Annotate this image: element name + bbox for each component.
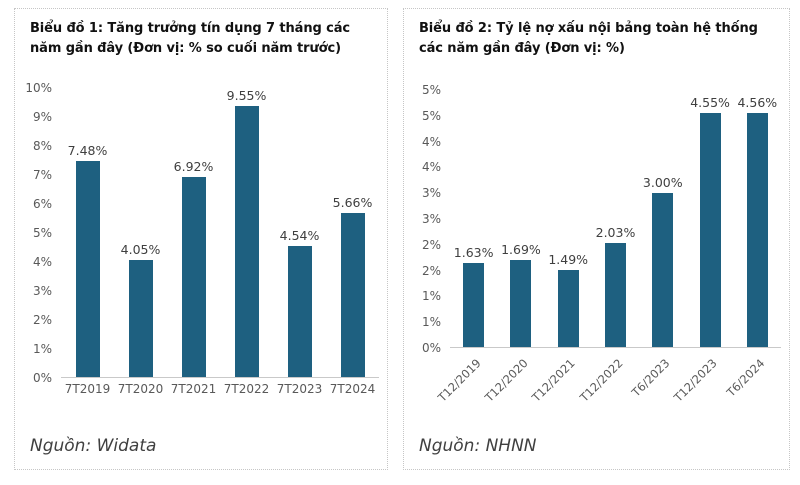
y-tick-label: 4%	[421, 134, 441, 149]
x-tick-label-7T2023: 7T2023	[276, 382, 323, 396]
chart-1-title: Biểu đồ 1: Tăng trưởng tín dụng 7 tháng …	[30, 21, 351, 56]
bar-7T2024	[340, 213, 365, 377]
x-tick-label-T12/2019: T12/2019	[434, 356, 484, 405]
y-tick-label: 1%	[421, 289, 441, 304]
bar-value-label-T6/2023: 3.00%	[642, 174, 683, 190]
bar-7T2022	[234, 106, 259, 377]
bar-value-label-7T2022: 9.55%	[226, 88, 267, 103]
x-tick-label-T12/2021: T12/2021	[529, 356, 579, 405]
y-tick-label: 5%	[421, 83, 441, 97]
bar-value-label-T6/2024: 4.56%	[737, 94, 778, 110]
bar-value-label-T12/2023: 4.55%	[690, 95, 730, 111]
chart-1-y-axis: 10% 9% 8% 7% 6% 5% 4% 3% 2% 1% 0%	[21, 81, 61, 385]
bar-value-label-T12/2021: 1.49%	[548, 252, 589, 268]
bar-T12/2020	[510, 260, 532, 347]
y-tick-label: 4%	[32, 255, 52, 269]
chart-2-plot-area: 1.63% 1.69% 1.49% 2.03% 3.00% 4.55% 4.56%	[450, 90, 781, 348]
chart-2-y-axis: 5% 5% 4% 4% 3% 3% 2% 2% 1% 1% 0%	[410, 83, 450, 355]
x-tick-label-T12/2023: T12/2023	[671, 356, 720, 405]
chart-2-x-axis: T12/2019 T12/2020 T12/2021 T12/2022 T6/2023 T…	[435, 350, 781, 412]
bar-7T2019	[75, 160, 100, 377]
bar-value-label-7T2023: 4.54%	[279, 227, 320, 243]
bar-7T2020	[128, 259, 153, 377]
chart-1-plot-wrap: 10% 9% 8% 7% 6% 5% 4% 3% 2% 1% 0% 7.48% 4.05% 6.92% 9…	[15, 81, 387, 385]
chart-1-source: Nguồn: Widata	[30, 436, 157, 456]
y-tick-label: 4%	[421, 160, 441, 175]
chart-2-spacer	[404, 412, 789, 436]
bar-T12/2022	[604, 242, 626, 347]
y-tick-label: 5%	[32, 226, 52, 240]
chart-2-title: Biểu đồ 2: Tỷ lệ nợ xấu nội bảng toàn hệ…	[419, 21, 758, 56]
bar-value-label-7T2019: 7.48%	[67, 142, 108, 158]
bar-slot-T6/2023: 3.00%	[639, 90, 686, 347]
bar-value-label-7T2021: 6.92%	[173, 159, 214, 175]
bar-T6/2024	[746, 112, 768, 347]
bar-slot-T6/2024: 4.56%	[734, 90, 781, 347]
chart-1-x-axis: 7T2019 7T2020 7T2021 7T2022 7T2023 7T2024	[61, 382, 379, 396]
chart-1-spacer	[15, 396, 387, 436]
x-tick-label-T12/2022: T12/2022	[576, 356, 626, 405]
y-tick-label: 5%	[421, 108, 441, 123]
y-tick-label: 1%	[421, 315, 441, 330]
x-tick-label-T6/2023: T6/2023	[629, 356, 673, 400]
y-tick-label: 6%	[32, 197, 52, 211]
x-tick-label-7T2019: 7T2019	[64, 382, 111, 396]
x-tick-label-7T2024: 7T2024	[329, 382, 376, 396]
bar-slot-T12/2021: 1.49%	[545, 90, 592, 347]
y-tick-label: 3%	[421, 212, 441, 226]
bar-T12/2021	[557, 270, 579, 347]
x-tick-label-7T2020: 7T2020	[117, 382, 164, 396]
y-tick-label: 0%	[32, 371, 52, 385]
y-tick-label: 10%	[25, 81, 52, 95]
y-tick-label: 2%	[32, 313, 52, 327]
bar-slot-7T2021: 6.92%	[167, 88, 220, 377]
bar-slot-T12/2019: 1.63%	[450, 90, 497, 347]
bar-slot-T12/2022: 2.03%	[592, 90, 639, 347]
x-tick-label-T12/2020: T12/2020	[482, 356, 531, 405]
bar-slot-7T2019: 7.48%	[61, 88, 114, 377]
bar-T12/2023	[699, 113, 721, 347]
chart-panel-npl-ratio: Biểu đồ 2: Tỷ lệ nợ xấu nội bảng toàn hệ…	[403, 8, 790, 470]
y-tick-label: 3%	[32, 284, 52, 298]
bar-slot-7T2024: 5.66%	[326, 88, 379, 377]
chart-2-source: Nguồn: NHNN	[419, 436, 537, 456]
y-tick-label: 0%	[421, 341, 441, 355]
y-tick-label: 2%	[421, 263, 441, 278]
bar-7T2021	[181, 177, 206, 377]
y-tick-label: 2%	[421, 237, 441, 252]
bar-slot-T12/2020: 1.69%	[497, 90, 544, 347]
chart-2-plot-wrap: 5% 5% 4% 4% 3% 3% 2% 2% 1% 1% 0% 1.63% 1.69% 1.49% 2.…	[404, 83, 789, 355]
chart-panel-credit-growth: Biểu đồ 1: Tăng trưởng tín dụng 7 tháng …	[14, 8, 388, 470]
y-tick-label: 7%	[32, 168, 52, 182]
bar-7T2023	[287, 245, 312, 377]
y-tick-label: 9%	[32, 110, 52, 124]
chart-1-plot-area: 7.48% 4.05% 6.92% 9.55% 4.54% 5.66%	[61, 88, 379, 378]
x-tick-label-7T2022: 7T2022	[223, 382, 270, 396]
bar-slot-7T2022: 9.55%	[220, 88, 273, 377]
bar-T12/2019	[463, 263, 485, 347]
bar-T6/2023	[652, 192, 674, 347]
y-tick-label: 3%	[421, 186, 441, 201]
y-tick-label: 1%	[32, 342, 52, 356]
bar-value-label-T12/2022: 2.03%	[595, 224, 636, 240]
bar-slot-7T2023: 4.54%	[273, 88, 326, 377]
bar-value-label-7T2024: 5.66%	[332, 195, 373, 211]
bar-value-label-T12/2020: 1.69%	[501, 242, 541, 258]
bar-slot-7T2020: 4.05%	[114, 88, 167, 377]
x-tick-label-7T2021: 7T2021	[170, 382, 217, 396]
y-tick-label: 8%	[32, 139, 52, 153]
x-tick-label-T6/2024: T6/2024	[723, 356, 768, 400]
bar-value-label-7T2020: 4.05%	[120, 241, 161, 257]
bar-value-label-T12/2019: 1.63%	[453, 245, 494, 261]
bar-slot-T12/2023: 4.55%	[686, 90, 733, 347]
